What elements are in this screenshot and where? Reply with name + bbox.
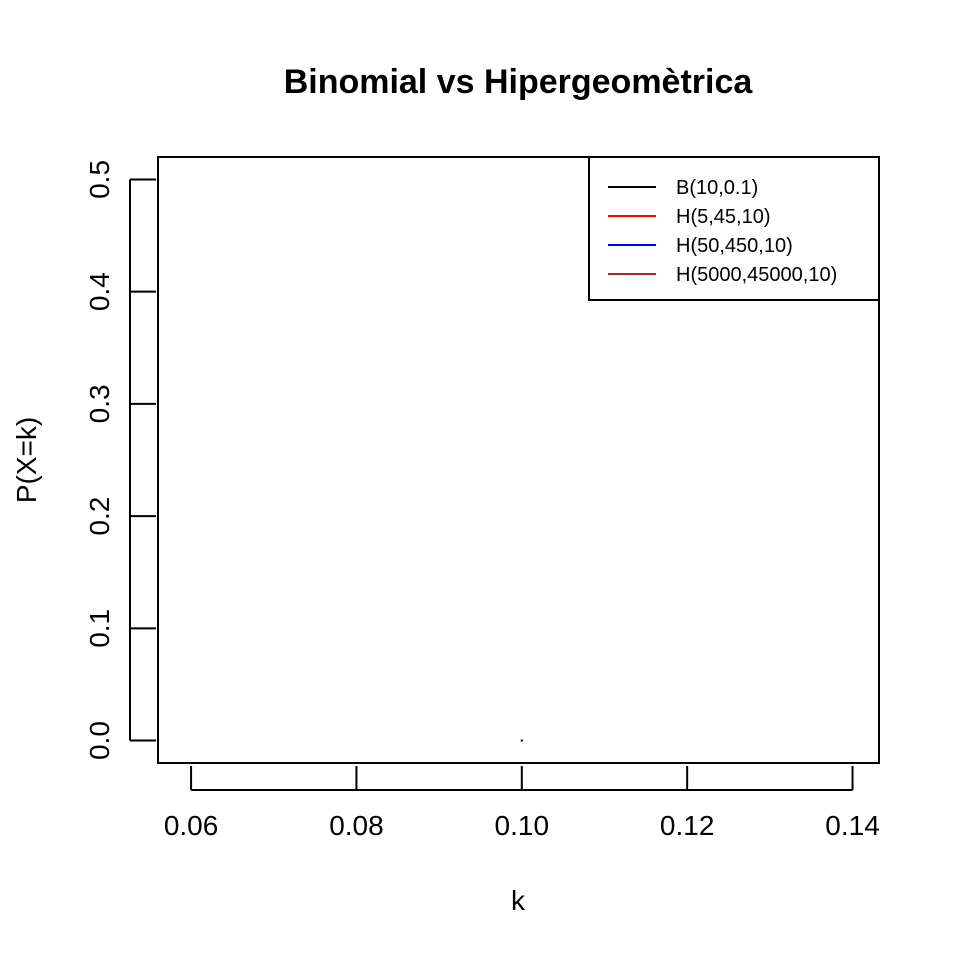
data-point (520, 739, 523, 742)
y-axis-label: P(X=k) (11, 417, 42, 503)
legend-box (588, 156, 880, 301)
x-tick-label: 0.14 (825, 810, 880, 841)
x-axis-label: k (511, 885, 526, 916)
plot-area: 0.06 0.08 0.10 0.12 0.14 0.0 0.1 0.2 0.3 0.4 0.5 B(… (84, 156, 880, 841)
y-tick-label: 0.1 (84, 609, 115, 648)
legend-entry: H(50,450,10) (676, 235, 793, 257)
x-tick-label: 0.06 (164, 810, 219, 841)
legend-entry: H(5000,45000,10) (676, 264, 837, 286)
x-tick-label: 0.12 (660, 810, 715, 841)
x-tick-label: 0.08 (329, 810, 384, 841)
y-tick-label: 0.0 (84, 721, 115, 760)
y-tick-label: 0.5 (84, 160, 115, 199)
legend-entry: B(10,0.1) (676, 177, 758, 199)
legend-entry: H(5,45,10) (676, 206, 771, 228)
y-tick-label: 0.2 (84, 497, 115, 536)
plot-frame (157, 156, 880, 764)
y-tick-label: 0.4 (84, 272, 115, 311)
legend: B(10,0.1) H(5,45,10) H(50,450,10) H(5000,45… (588, 156, 880, 301)
chart-title: Binomial vs Hipergeomètrica (284, 63, 754, 101)
y-tick-label: 0.3 (84, 384, 115, 423)
x-tick-label: 0.10 (495, 810, 550, 841)
